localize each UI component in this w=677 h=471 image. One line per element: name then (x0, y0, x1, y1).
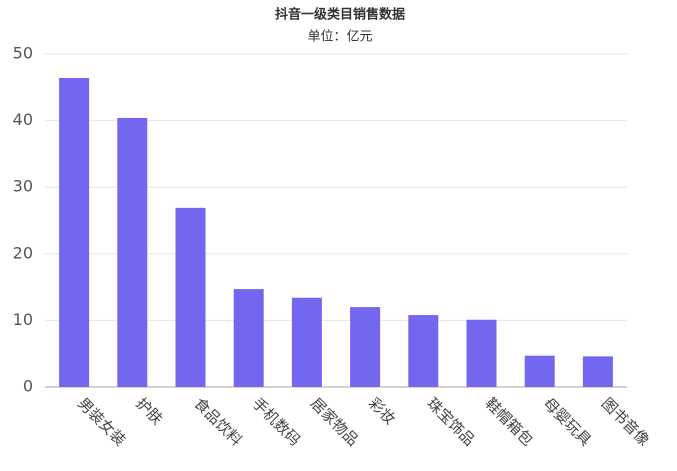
bar (117, 117, 148, 387)
bar (524, 355, 555, 387)
bar (408, 315, 439, 387)
y-tick-label: 20 (13, 243, 33, 262)
x-tick-label: 图书音像 (598, 394, 653, 449)
bar (350, 307, 381, 387)
x-tick-label: 鞋帽箱包 (481, 394, 536, 449)
x-tick-label: 男装女装 (74, 394, 129, 449)
bar (466, 319, 497, 387)
x-tick-label: 母婴玩具 (540, 394, 595, 449)
chart-subtitle: 单位：亿元 (307, 30, 372, 45)
bar (233, 289, 264, 387)
y-tick-label: 40 (13, 110, 33, 129)
x-tick-label: 护肤 (132, 394, 166, 428)
x-tick-label: 居家物品 (307, 394, 362, 449)
y-tick-label: 30 (13, 177, 33, 196)
x-tick-label: 彩妆 (365, 394, 399, 428)
y-tick-label: 10 (13, 310, 33, 329)
chart-title: 抖音一级类目销售数据 (275, 7, 405, 23)
bar (59, 77, 90, 387)
bar (582, 356, 613, 387)
x-tick-label: 手机数码 (249, 394, 304, 449)
y-tick-label: 0 (23, 377, 33, 396)
bar (291, 297, 322, 387)
bar (175, 207, 206, 387)
x-tick-label: 食品饮料 (190, 394, 245, 449)
y-tick-label: 50 (13, 44, 33, 63)
x-tick-label: 珠宝饰品 (423, 394, 478, 449)
